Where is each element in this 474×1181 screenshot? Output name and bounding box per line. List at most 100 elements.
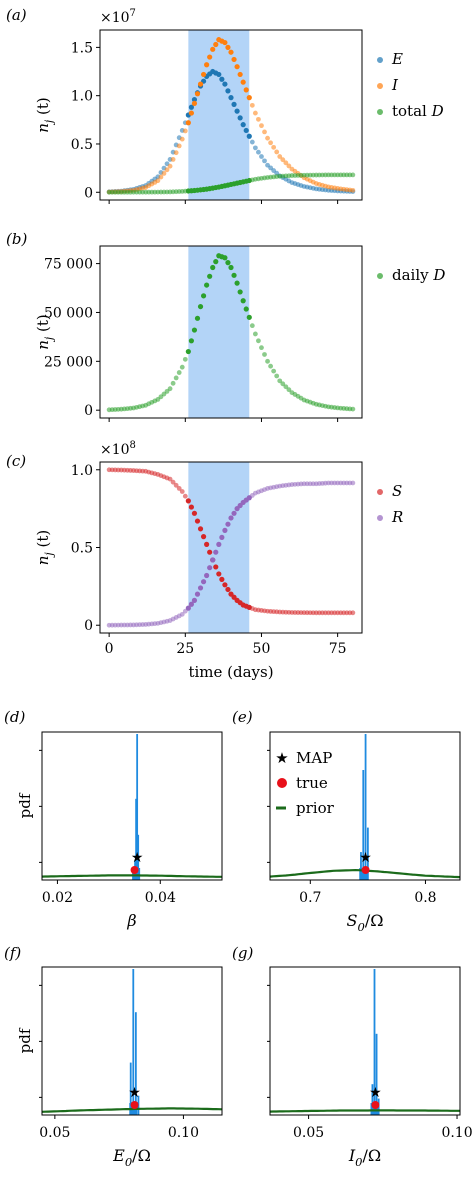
panel-e-legend-label-map: MAP [296,749,332,767]
panel-c-point-s [219,576,225,582]
panel-a-point-e [216,71,222,78]
panel-e-hist-bar [366,827,369,880]
panel-a-legend-label-e: E [391,50,403,68]
panel-a-point-e [252,145,258,151]
panel-e-legend-label-true: true [296,774,328,792]
panel-c-point-r [231,510,237,516]
panel-e-xtick-label: 0.7 [299,890,321,906]
panel-c-point-s [170,479,176,485]
panel-e-xlabel: S0/Ω [347,911,384,934]
panel-a-point-i [210,46,216,52]
panel-a-ytick-label: 1.5 [71,40,93,56]
panel-a-point-e [219,76,225,82]
panel-c-point-s [197,526,204,532]
panel-a-point-i [252,110,258,116]
panel-c-point-s [207,549,213,555]
panel-a-point-i [158,174,164,180]
panel-a-point-i [228,49,234,55]
panel-c-xlabel: time (days) [188,663,273,681]
panel-c-point-s [179,489,185,494]
panel-d-hist-bar [135,798,138,880]
panel-a-ytick-label: 0 [84,185,93,201]
panel-f-hist-bar [129,1062,132,1115]
panel-c-xtick-label: 75 [329,641,347,657]
panel-a-point-i [259,123,264,129]
panel-b-point-daily-d [231,272,237,278]
panel-b-point-daily-d [243,306,249,312]
panel-b-label: (b) [6,230,27,248]
panel-a-label: (a) [6,6,27,24]
panel-c-legend-marker-r [377,515,383,521]
panel-a-point-i [200,71,207,78]
panel-a-frame [99,29,363,201]
panel-c-legend-marker-s [377,489,383,495]
panel-c-point-r [182,608,188,614]
panel-a-point-e [240,122,246,128]
panel-a-scale-factor: ×107 [100,8,136,26]
panel-b-point-daily-d [265,358,270,364]
panel-a-point-i [237,71,243,78]
panel-e-legend-marker-true [277,778,287,788]
panel-c-point-r [219,534,225,540]
panel-d-prior-curve [41,874,222,878]
panel-d-map-marker: ★ [131,850,144,866]
panel-a-point-i [194,91,201,97]
panel-a-point-i [176,143,182,149]
panel-a-point-i [173,150,179,156]
panel-e-true-marker [361,866,370,874]
panel-b-point-daily-d [256,338,261,344]
panel-a-point-i [207,54,213,60]
panel-f-xtick-label: 0.10 [168,1125,199,1141]
panel-b-point-daily-d [234,280,240,286]
panel-g-hist-bar [371,1084,374,1115]
panel-b-point-daily-d [167,386,173,392]
panel-a-point-i [161,171,167,176]
panel-b-point-daily-d [207,273,213,279]
panel-g-true-marker [371,1101,380,1109]
panel-c-point-s [200,534,207,540]
panel-a-point-total-d [350,172,356,178]
panel-a-point-e [262,158,267,164]
panel-c-point-s [188,504,194,510]
panel-c-point-s [176,486,182,491]
panel-c-point-s [167,476,173,482]
panel-b-point-daily-d [259,345,264,351]
panel-b-point-daily-d [246,314,252,320]
panel-b-ylabel: nj (t) [34,314,56,350]
panel-b-point-daily-d [274,373,280,379]
panel-b-series-daily-d [106,253,356,413]
panel-g-xtick-label: 0.05 [293,1125,324,1141]
panel-b-point-daily-d [252,331,258,337]
panel-d-hist-bar [136,734,139,880]
panel-a-ylabel: nj (t) [34,97,56,133]
panel-d-xlabel: β [126,911,136,930]
panel-a-point-i [350,187,356,193]
panel-b-point-daily-d [191,327,198,333]
panel-a-ytick-label: 0.5 [71,137,93,153]
panel-b-legend-label-daily-d: daily D [392,266,445,284]
panel-c-point-s [216,571,222,577]
panel-b-ytick-label: 50 000 [44,305,93,321]
panel-f-label: (f) [4,944,21,962]
panel-a-point-i [222,39,228,46]
panel-b-point-daily-d [179,364,185,370]
panel-c-point-r [216,541,222,547]
panel-d-label: (d) [4,708,25,726]
panel-c-point-r [228,515,234,521]
panel-b-point-daily-d [240,298,246,304]
panel-c-point-r [222,527,228,534]
panel-c-point-r [188,601,194,607]
panel-b-point-daily-d [286,387,292,393]
panel-c-ytick-label: 0 [84,618,93,634]
panel-a-point-i [231,56,237,63]
panel-b-point-daily-d [210,264,216,271]
panel-a-point-i [225,44,231,50]
panel-a-point-i [268,140,274,146]
panel-b-point-daily-d [182,356,188,362]
panel-b-point-daily-d [277,378,283,384]
panel-c-point-r [210,557,216,563]
panel-c-point-s [173,482,179,488]
panel-a-legend-label-total-d: total D [392,102,444,120]
panel-a-point-i [188,110,194,116]
